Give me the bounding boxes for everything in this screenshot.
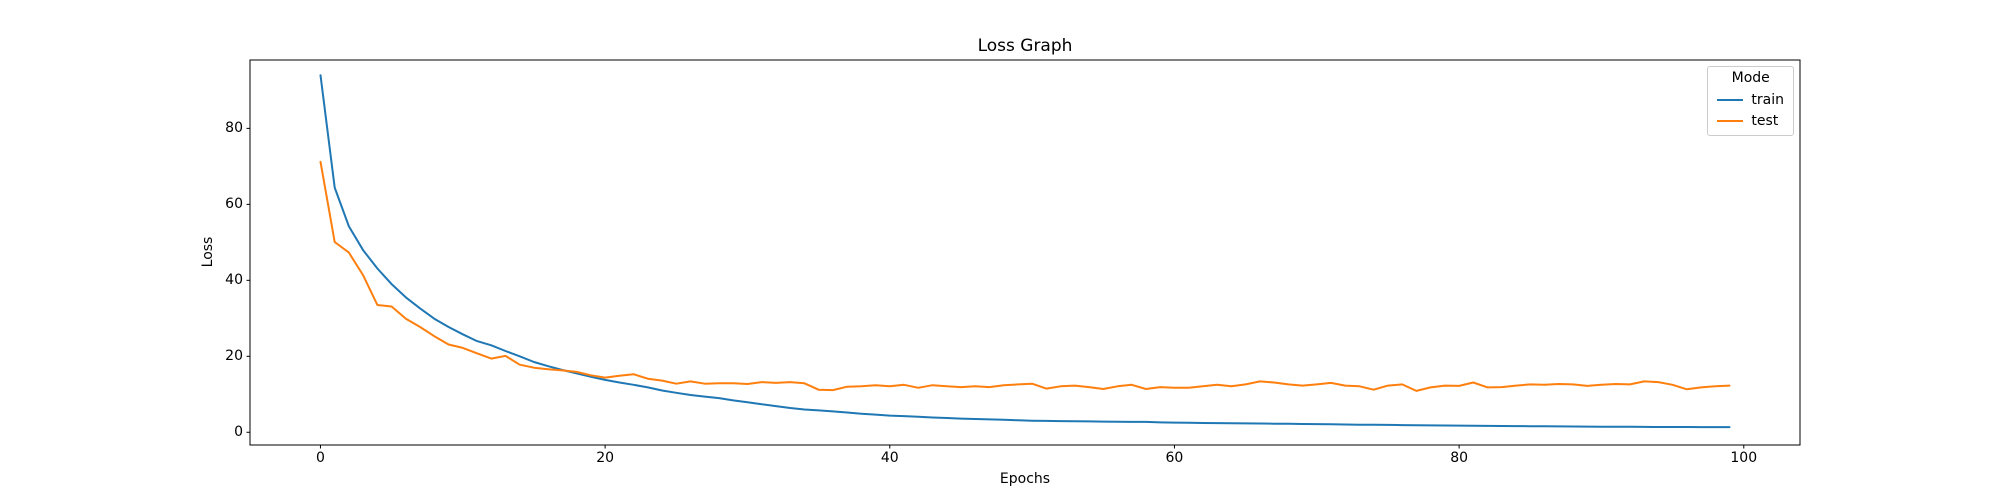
legend: Mode train test [1707, 66, 1794, 136]
legend-item-train: train [1717, 92, 1784, 108]
y-tick-label-20: 20 [225, 348, 243, 365]
y-tick-label-80: 80 [225, 120, 243, 137]
legend-label-train: train [1751, 92, 1784, 108]
x-tick-label-0: 0 [315, 450, 325, 466]
x-axis-label: Epochs [999, 471, 1051, 487]
y-axis-label: Loss [200, 236, 216, 268]
test-line-swatch [1717, 120, 1744, 122]
y-tick-label-0: 0 [234, 424, 243, 441]
legend-label-test: test [1751, 113, 1779, 129]
series-line-train [319, 74, 1731, 429]
plot-border [249, 59, 1801, 446]
y-tick-label-60: 60 [225, 196, 243, 213]
x-tick-label-60: 60 [1165, 450, 1184, 466]
y-tick-label-40: 40 [225, 272, 243, 289]
x-tick-label-40: 40 [880, 450, 899, 466]
x-tick-label-100: 100 [1730, 450, 1758, 466]
chart-title: Loss Graph [977, 36, 1073, 56]
series-line-test [319, 160, 1731, 392]
legend-item-test: test [1717, 113, 1784, 129]
train-line-swatch [1717, 99, 1744, 101]
legend-title: Mode [1731, 70, 1770, 86]
x-tick-label-80: 80 [1450, 450, 1469, 466]
x-tick-label-20: 20 [596, 450, 615, 466]
